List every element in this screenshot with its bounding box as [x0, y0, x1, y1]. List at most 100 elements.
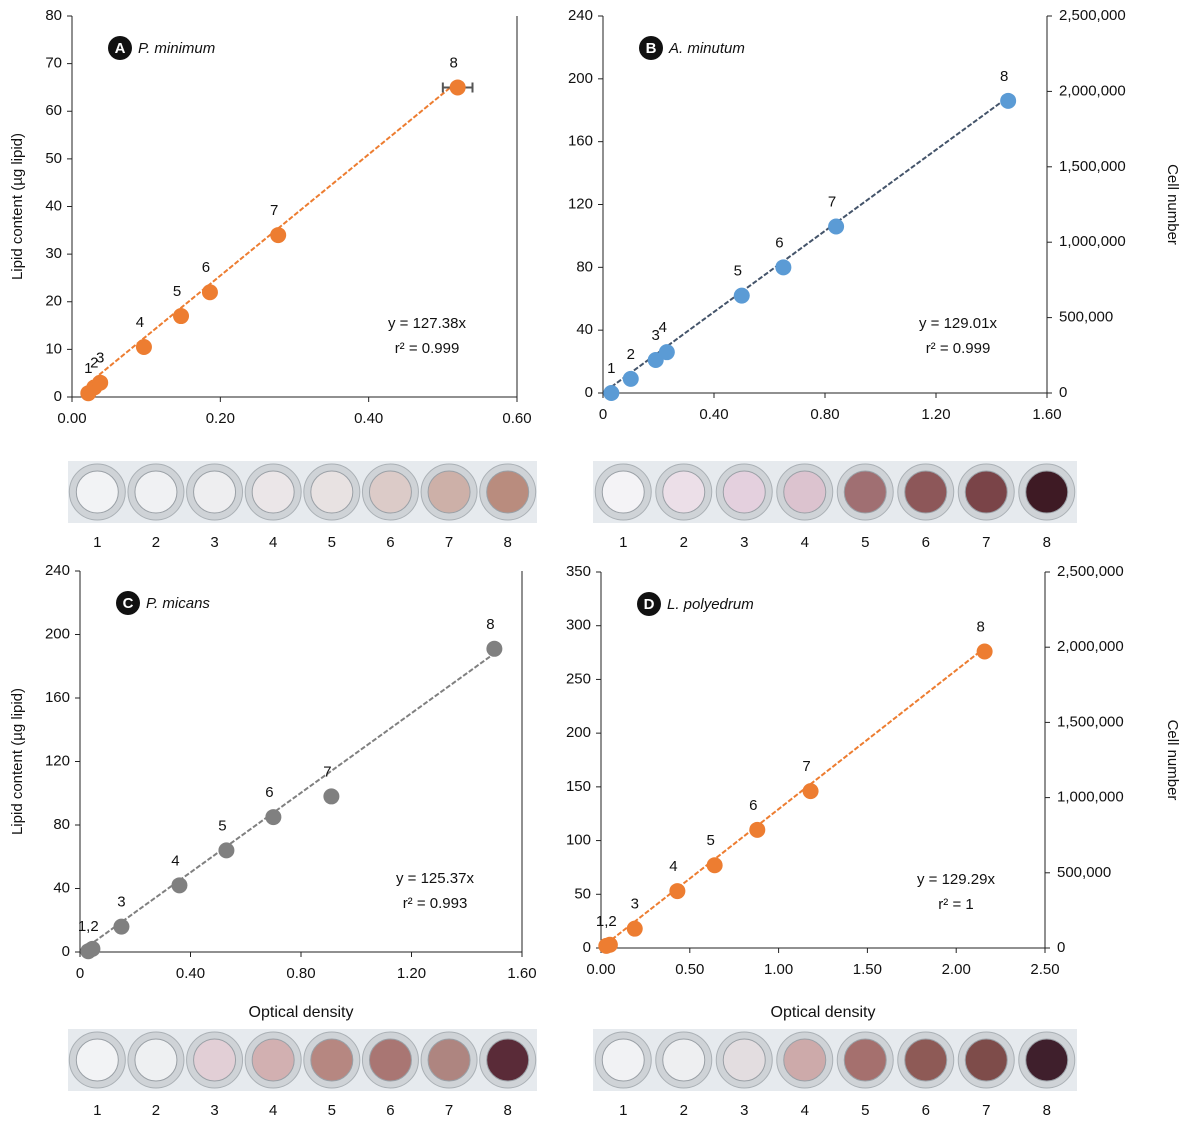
panel-badge: [116, 591, 140, 615]
well-label: 8: [1043, 534, 1051, 551]
r-squared: r² = 0.999: [926, 340, 991, 357]
x-tick-label: 2.00: [942, 961, 971, 978]
panel-badge: [639, 36, 663, 60]
panel-letter: C: [123, 595, 134, 612]
equation: y = 129.01x: [919, 315, 997, 332]
y-tick-label: 60: [45, 102, 62, 119]
x-tick-label: 0.40: [354, 410, 383, 427]
y-tick-label: 80: [576, 258, 593, 275]
x-tick-label: 0: [599, 406, 607, 423]
y-tick-label: 200: [566, 724, 591, 741]
x-tick-label: 0.40: [176, 965, 205, 982]
data-point: [775, 259, 792, 276]
y-tick-label: 250: [566, 670, 591, 687]
well-label: 5: [861, 1102, 869, 1119]
well-label: 1: [619, 534, 627, 551]
y-tick-label: 0: [583, 939, 591, 956]
point-label: 3: [96, 350, 104, 367]
x-axis-label: Optical density: [771, 1004, 876, 1021]
data-point: [486, 640, 503, 657]
species-name: A. minutum: [668, 40, 745, 57]
point-label: 4: [659, 319, 667, 336]
point-label: 8: [976, 618, 984, 635]
well-label: 8: [504, 534, 512, 551]
y2-tick-label: 2,500,000: [1059, 7, 1126, 24]
y2-tick-label: 1,000,000: [1059, 233, 1126, 250]
x-tick-label: 2.50: [1030, 961, 1059, 978]
equation: y = 129.29x: [917, 871, 995, 888]
y-tick-label: 10: [45, 340, 62, 357]
species-name: P. micans: [146, 595, 210, 612]
x-tick-label: 0: [76, 965, 84, 982]
well-label: 2: [152, 534, 160, 551]
point-label: 8: [1000, 68, 1008, 85]
x-tick-label: 0.80: [286, 965, 315, 982]
y-tick-label: 70: [45, 55, 62, 72]
point-label: 7: [270, 202, 278, 219]
well-label: 4: [801, 1102, 809, 1119]
well: [1025, 470, 1069, 514]
panel-letter: D: [644, 596, 655, 613]
well: [486, 470, 530, 514]
well: [904, 1038, 948, 1082]
well: [964, 1038, 1008, 1082]
x-tick-label: 0.80: [810, 406, 839, 423]
data-point: [603, 385, 620, 401]
r-squared: r² = 1: [938, 896, 973, 913]
point-label: 3: [117, 894, 125, 911]
well: [722, 1038, 766, 1082]
well: [193, 470, 237, 514]
point-label: 6: [775, 234, 783, 251]
point-label: 5: [734, 263, 742, 280]
x-tick-label: 1.50: [853, 961, 882, 978]
well-label: 6: [922, 534, 930, 551]
data-point: [323, 788, 340, 805]
y-axis-label: Lipid content (µg lipid): [9, 133, 26, 280]
well: [310, 470, 354, 514]
well: [193, 1038, 237, 1082]
well: [904, 470, 948, 514]
well-label: 6: [922, 1102, 930, 1119]
regression-line: [605, 647, 986, 945]
y2-tick-label: 1,500,000: [1057, 713, 1124, 730]
well: [964, 470, 1008, 514]
well-label: 6: [386, 1102, 394, 1119]
point-label: 5: [218, 817, 226, 834]
well: [427, 470, 471, 514]
equation: y = 125.37x: [396, 870, 474, 887]
x-tick-label: 0.60: [502, 410, 531, 427]
point-label: 5: [173, 283, 181, 300]
point-label: 7: [323, 763, 331, 780]
data-point: [658, 344, 675, 361]
species-name: P. minimum: [138, 40, 215, 57]
y2-tick-label: 2,500,000: [1057, 563, 1124, 580]
data-point: [669, 883, 686, 900]
point-label: 8: [486, 616, 494, 633]
panel-letter: B: [646, 40, 657, 57]
point-label: 3: [631, 896, 639, 913]
y-tick-label: 0: [54, 388, 62, 405]
well-label: 4: [801, 534, 809, 551]
regression-line: [610, 96, 1009, 388]
x-tick-label: 0.20: [206, 410, 235, 427]
data-point: [135, 338, 152, 355]
well: [601, 470, 645, 514]
y-tick-label: 50: [574, 885, 591, 902]
well-label: 3: [740, 1102, 748, 1119]
x-axis-label: Optical density: [249, 1004, 354, 1021]
data-point: [706, 857, 723, 874]
well-label: 8: [1043, 1102, 1051, 1119]
y-tick-label: 300: [566, 617, 591, 634]
well: [134, 470, 178, 514]
well: [368, 470, 412, 514]
well: [251, 1038, 295, 1082]
species-name: L. polyedrum: [667, 596, 754, 613]
data-point: [449, 79, 466, 96]
panel-letter: A: [115, 40, 126, 57]
data-point: [622, 370, 639, 387]
x-tick-label: 1.20: [921, 406, 950, 423]
point-label: 6: [265, 784, 273, 801]
well-label: 2: [680, 1102, 688, 1119]
well: [368, 1038, 412, 1082]
data-point: [92, 374, 109, 391]
